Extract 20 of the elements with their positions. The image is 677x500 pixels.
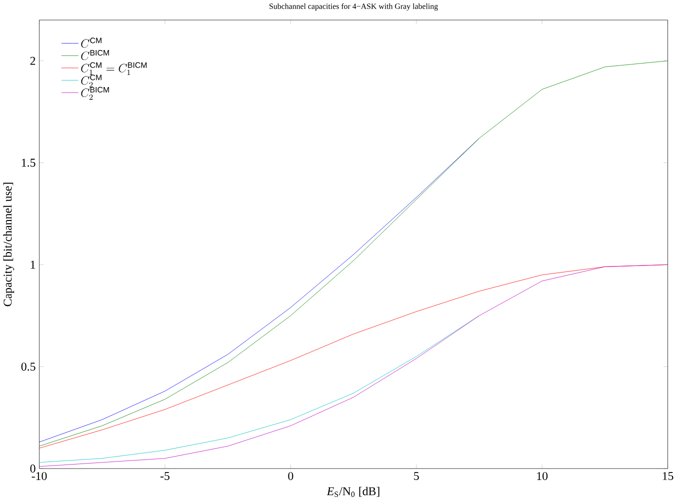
legend-label: $C^{\textsf{CM}}$ — [81, 38, 102, 48]
legend-label: $C_2^{\textsf{CM}}$ — [81, 74, 102, 88]
line-series — [39, 315, 480, 463]
x-axis-title: E$_{S}$/N$_{0}$ [dB] — [326, 486, 380, 497]
y-tick-label: 0 — [30, 464, 36, 472]
y-axis-title: Capacity [bit/channel use] — [3, 182, 14, 306]
x-tick-label: -10 — [32, 472, 47, 480]
x-tick-label: 15 — [662, 472, 674, 480]
x-tick-label: 10 — [537, 472, 548, 480]
x-tick-label: 5 — [414, 472, 419, 480]
y-tick-label: 1.5 — [22, 158, 36, 167]
legend-label: $C^{\textsf{BICM}}$ — [81, 50, 109, 60]
y-tick-label: 0.5 — [21, 362, 36, 371]
x-tick-label: -5 — [160, 472, 170, 480]
legend-label: $C_2^{\textsf{BICM}}$ — [81, 86, 109, 100]
y-tick-label: 2 — [30, 56, 36, 65]
y-tick-label: 1 — [30, 260, 36, 268]
line-series — [39, 138, 480, 442]
x-tick-label: 0 — [288, 472, 294, 480]
legend-label: $C_1^{\textsf{CM}} = C_1^{\textsf{BICM}}$ — [81, 62, 147, 75]
